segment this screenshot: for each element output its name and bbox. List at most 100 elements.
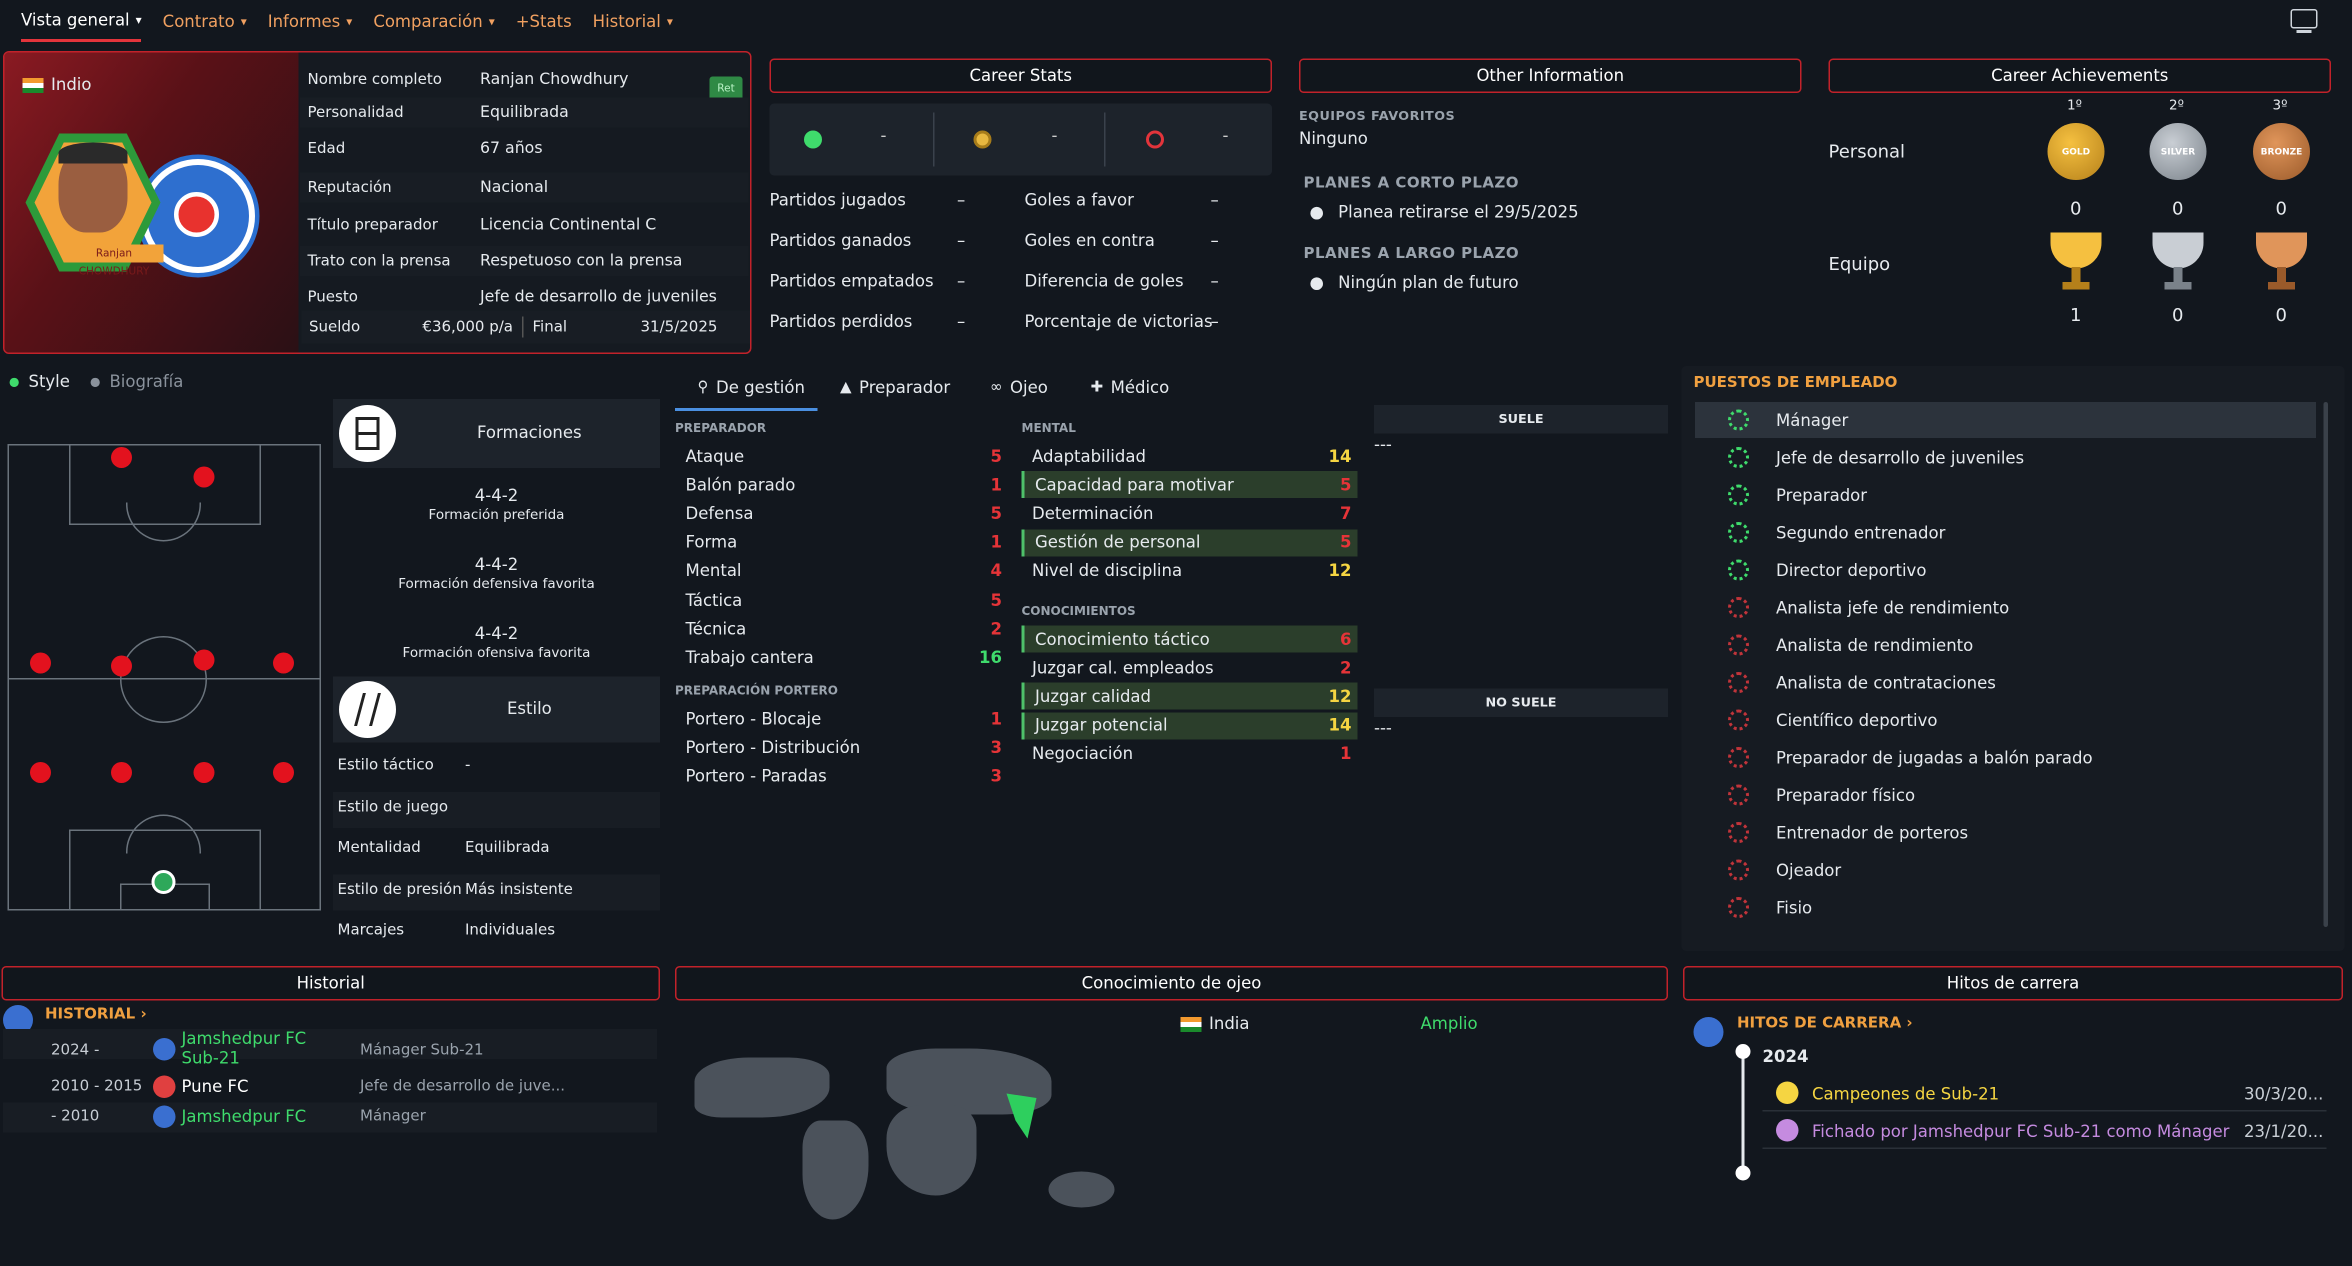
career-stat-value: – (1210, 312, 1219, 332)
historial-club[interactable]: Jamshedpur FC (181, 1107, 307, 1127)
milestone-text[interactable]: Fichado por Jamshedpur FC Sub-21 como Má… (1812, 1122, 2230, 1142)
employment-row[interactable]: Preparador (1695, 477, 2316, 513)
attribute-label: Juzgar potencial (1035, 715, 1168, 736)
historial-role: Mánager Sub-21 (360, 1042, 484, 1060)
medkit-icon: ✚ (1090, 379, 1104, 397)
club-crest-icon (153, 1075, 176, 1098)
player-position-dot (193, 649, 215, 671)
chevron-down-icon: ▾ (666, 14, 673, 28)
attribute-row: Portero - Distribución 3 (675, 734, 1008, 761)
attribute-value: 1 (990, 532, 1002, 553)
historial-role: Jefe de desarrollo de juve... (360, 1078, 566, 1096)
formation-icon (339, 405, 396, 462)
contract-end: 31/5/2025 (640, 318, 718, 336)
historial-row (3, 1102, 657, 1133)
menu-informes[interactable]: Informes ▾ (267, 11, 353, 31)
attribute-row: Forma 1 (675, 529, 1008, 556)
tab-style[interactable]: ● Style (9, 372, 70, 392)
career-stat-label: Porcentaje de victorias (1024, 312, 1213, 332)
suitable-icon (1728, 409, 1749, 431)
menu-vista-general[interactable]: Vista general ▾ (21, 0, 142, 42)
tab-biografia[interactable]: ● Biografía (90, 372, 184, 392)
career-stat-label: Partidos perdidos (769, 312, 913, 332)
formation-value: 4-4-2 (474, 555, 519, 575)
employment-label: Ojeador (1776, 860, 1842, 880)
attribute-value: 3 (990, 766, 1002, 786)
attribute-row: Juzgar potencial 14 (1021, 711, 1358, 739)
profile-field-label: Título preparador (307, 216, 438, 234)
menu-historial[interactable]: Historial ▾ (592, 11, 673, 31)
employment-label: Preparador físico (1776, 785, 1916, 805)
attribute-value: 3 (990, 737, 1002, 758)
chevron-down-icon: ▾ (346, 14, 353, 28)
formation-value: 4-4-2 (474, 486, 519, 506)
attr-tab-0[interactable]: ⚲ De gestión (697, 378, 805, 398)
player-position-dot (273, 652, 294, 674)
player-position-dot (111, 762, 132, 783)
attribute-row: Portero - Blocaje 1 (675, 705, 1008, 732)
attribute-row: Táctica 5 (675, 587, 1008, 614)
employment-row[interactable]: Ojeador (1695, 852, 2316, 888)
milestone-icon (1776, 1119, 1799, 1142)
player-position-dot (30, 762, 51, 783)
estilo-label: Estilo de juego (337, 798, 449, 816)
menu-contrato[interactable]: Contrato ▾ (162, 11, 247, 31)
attribute-value: 2 (990, 619, 1002, 639)
attribute-value: 14 (1328, 446, 1352, 466)
employment-label: Preparador de jugadas a balón parado (1776, 747, 2093, 768)
historial-row (3, 1029, 657, 1059)
employment-row[interactable]: Jefe de desarrollo de juveniles (1695, 440, 2316, 476)
employment-row[interactable]: Analista de contrataciones (1695, 665, 2316, 701)
career-stat-value: – (957, 231, 966, 251)
employment-row[interactable]: Director deportivo (1695, 552, 2316, 588)
conoc-header: CONOCIMIENTOS (1021, 604, 1136, 619)
estilo-label: Mentalidad (337, 840, 421, 857)
monitor-icon[interactable] (2290, 9, 2318, 29)
loss-icon (1146, 130, 1164, 149)
attribute-row: Balón parado 1 (675, 471, 1008, 498)
historial-link[interactable]: HISTORIAL › (45, 1006, 147, 1024)
attr-tab-2[interactable]: ∞ Ojeo (990, 378, 1048, 398)
medal-icon: GOLD (2047, 123, 2105, 180)
attr-tab-3[interactable]: ✚ Médico (1090, 378, 1170, 398)
employment-row[interactable]: Preparador de jugadas a balón parado (1695, 740, 2316, 776)
place-label: 1º (2067, 99, 2082, 114)
career-stat-value: – (957, 271, 966, 292)
employment-row[interactable]: Analista jefe de rendimiento (1695, 590, 2316, 626)
menu-stats[interactable]: +Stats (515, 11, 572, 31)
player-position-dot (30, 652, 51, 674)
attr-tab-1[interactable]: ▲ Preparador (840, 378, 951, 398)
employment-row[interactable]: Segundo entrenador (1695, 515, 2316, 551)
trophy-icon (2152, 232, 2204, 269)
employment-row[interactable]: Científico deportivo (1695, 702, 2316, 738)
attribute-label: Defensa (685, 503, 754, 524)
ojeo-country: India (1180, 1014, 1250, 1034)
historial-club[interactable]: Pune FC (181, 1077, 249, 1097)
menu-comparacion[interactable]: Comparación ▾ (373, 11, 495, 31)
attribute-label: Trabajo cantera (685, 647, 814, 668)
employment-row[interactable]: Mánager (1695, 402, 2316, 438)
milestone-text[interactable]: Campeones de Sub-21 (1812, 1084, 2000, 1105)
unsuitable-icon (1728, 597, 1749, 618)
historial-club[interactable]: Jamshedpur FC Sub-21 (181, 1029, 307, 1068)
attribute-value: 7 (1340, 503, 1352, 524)
preparador-header: PREPARADOR (675, 421, 767, 436)
attribute-label: Nivel de disciplina (1032, 561, 1183, 581)
employment-row[interactable]: Entrenador de porteros (1695, 815, 2316, 851)
team-label: Equipo (1828, 253, 1891, 275)
suitable-icon (1728, 484, 1749, 506)
employment-row[interactable]: Analista de rendimiento (1695, 627, 2316, 663)
attribute-value: 5 (1340, 475, 1352, 495)
hitos-link[interactable]: HITOS DE CARRERA › (1737, 1015, 1913, 1033)
profile-field-value: 67 años (480, 139, 543, 158)
attribute-label: Determinación (1032, 503, 1154, 524)
attribute-label: Negociación (1032, 744, 1134, 764)
employment-label: Director deportivo (1776, 560, 1927, 580)
employment-row[interactable]: Preparador físico (1695, 777, 2316, 813)
estilo-label: Marcajes (337, 922, 405, 940)
scrollbar[interactable] (2323, 402, 2328, 927)
unsuitable-icon (1728, 709, 1749, 731)
win-icon (804, 130, 822, 149)
employment-row[interactable]: Fisio (1695, 890, 2316, 926)
suitable-icon (1728, 447, 1749, 468)
